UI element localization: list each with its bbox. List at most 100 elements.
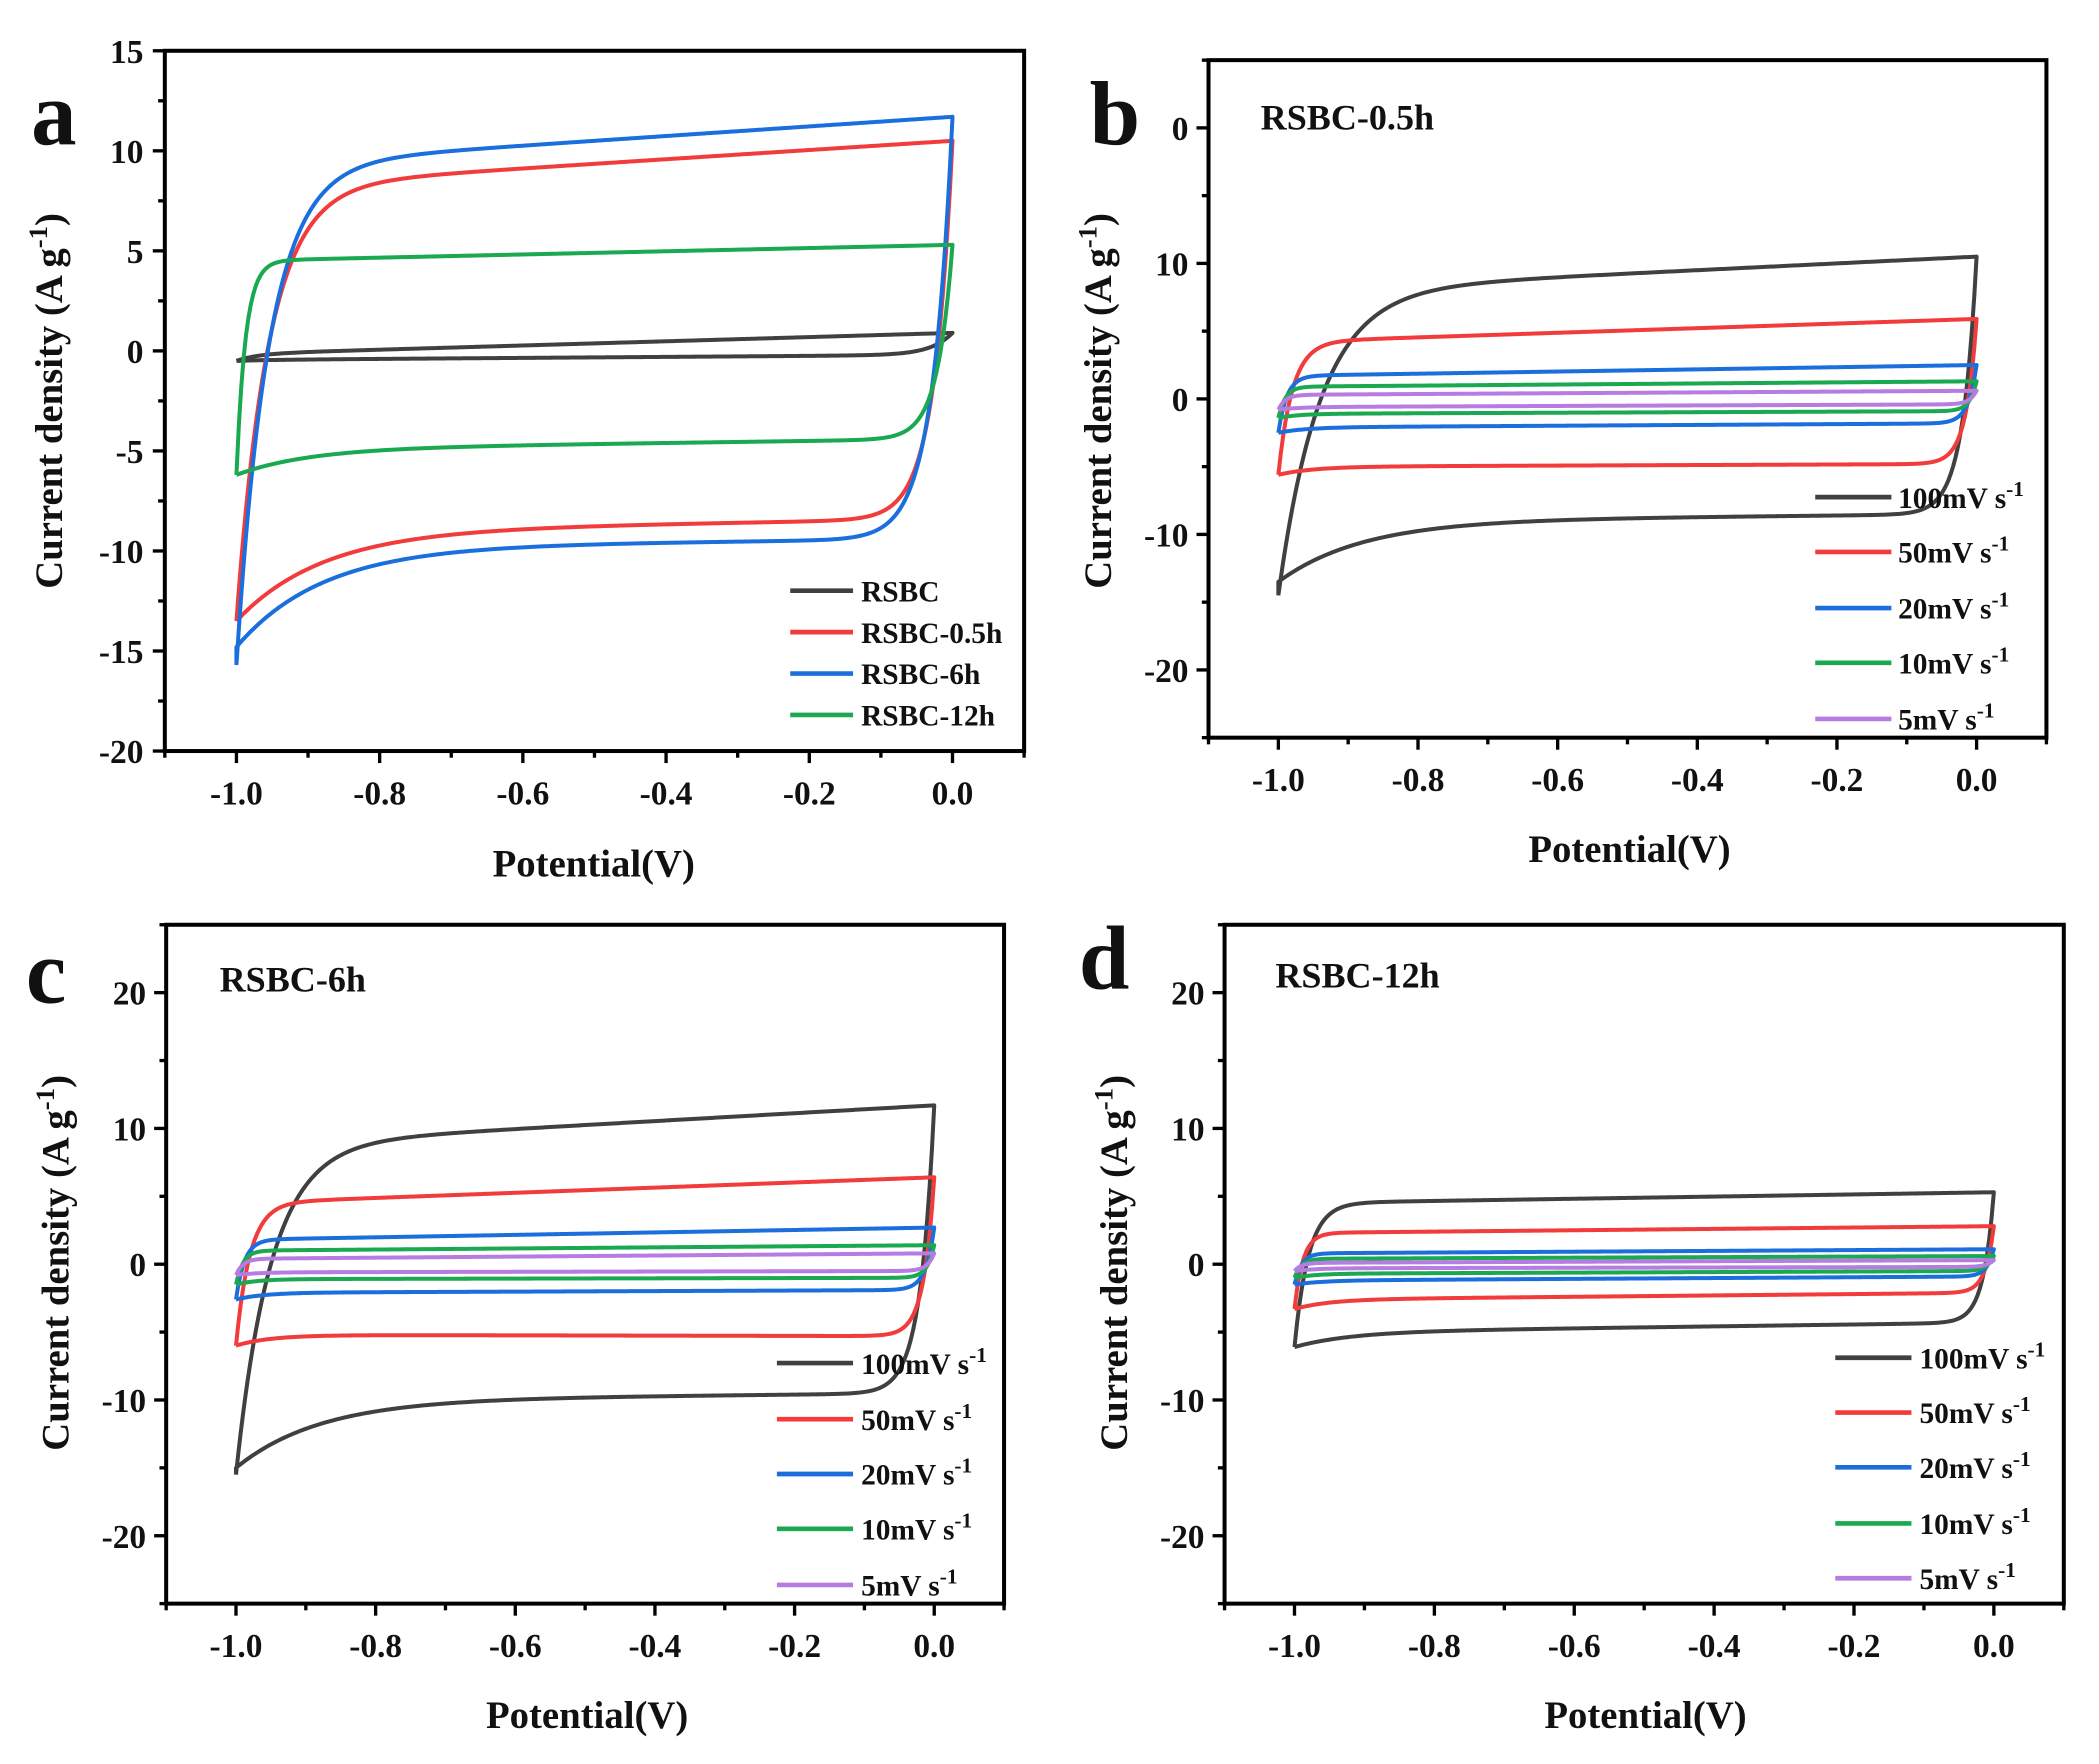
cv-curve-4 xyxy=(1292,1254,1996,1280)
legend-label-sup: -1 xyxy=(1977,699,1995,723)
x-tick-label: -0.2 xyxy=(783,775,836,812)
y-axis-label-text: Current density (A g xyxy=(35,1110,78,1451)
x-tick-label: -0.6 xyxy=(1531,762,1584,799)
x-tick-label: 0.0 xyxy=(1973,1628,2015,1665)
legend-label-text: 20mV s xyxy=(1919,1453,2012,1485)
legend-label: 100mV s-1 xyxy=(1898,477,2024,515)
legend-label: 50mV s-1 xyxy=(861,1399,972,1437)
x-tick-label: -1.0 xyxy=(1268,1628,1321,1665)
y-tick-label: 0 xyxy=(1188,1247,1205,1284)
panel-title: RSBC-0.5h xyxy=(1261,98,1434,138)
panel-letter: c xyxy=(26,921,66,1022)
y-axis-label-close: ) xyxy=(35,1075,78,1088)
legend-label-text: 10mV s xyxy=(1919,1509,2012,1541)
legend-label-text: 50mV s xyxy=(861,1405,954,1437)
cv-curve-4 xyxy=(234,242,955,477)
legend-label-text: 5mV s xyxy=(1919,1564,1998,1596)
legend-label-text: 5mV s xyxy=(861,1571,940,1603)
legend-label-text: RSBC-12h xyxy=(861,701,995,733)
cv-curve-1 xyxy=(233,1103,937,1475)
legend-label: 10mV s-1 xyxy=(861,1508,972,1546)
cv-curve-5 xyxy=(1293,1258,1996,1273)
x-tick-label: -0.2 xyxy=(768,1628,821,1665)
x-tick-label: 0.0 xyxy=(1956,762,1998,799)
legend-label-sup: -1 xyxy=(954,1399,972,1423)
x-tick-label: 0.0 xyxy=(913,1628,955,1665)
y-axis-label-text: Current density (A g xyxy=(1093,1110,1136,1451)
y-tick-label: 20 xyxy=(1171,976,1204,1013)
y-axis-label: Current density (A g-1) xyxy=(1072,213,1120,589)
cv-curve-2 xyxy=(233,1175,937,1348)
cv-curve-4 xyxy=(234,1243,937,1287)
y-axis-label-text: Current density (A g xyxy=(1077,248,1120,589)
panel-c: -20 -10 0 10 20 -1.0 -0.8 -0.6 -0.4 -0.2 0.0 Potent… xyxy=(26,921,1007,1737)
panel-letter: b xyxy=(1090,63,1141,164)
cv-curve-2 xyxy=(1276,316,1979,477)
y-axis-label-sup: -1 xyxy=(30,1088,60,1110)
cv-curve-3 xyxy=(234,114,955,666)
x-axis-label: Potential(V) xyxy=(486,1694,688,1737)
x-axis-label: Potential(V) xyxy=(1528,828,1730,871)
plot-frame xyxy=(1206,58,2049,740)
legend-label: 5mV s-1 xyxy=(1919,1558,2015,1596)
y-tick-label: -10 xyxy=(102,1383,147,1420)
y-tick-label: 0 xyxy=(129,1247,146,1284)
y-tick-label: -20 xyxy=(1160,1519,1205,1556)
y-tick-label: -10 xyxy=(1160,1383,1205,1420)
legend-label-text: 100mV s xyxy=(1919,1343,2027,1375)
y-tick-label: -5 xyxy=(116,434,144,471)
legend-label: 10mV s-1 xyxy=(1919,1503,2030,1541)
cv-curve-3 xyxy=(1276,363,1979,435)
y-tick-label: 0 xyxy=(1172,111,1189,148)
cv-curve-1 xyxy=(235,330,955,363)
cv-curve-2 xyxy=(1292,1224,1996,1311)
legend-label-text: 5mV s xyxy=(1898,705,1977,737)
x-tick-label: -0.2 xyxy=(1811,762,1864,799)
legend-label-sup: -1 xyxy=(940,1565,958,1589)
x-tick-label: -0.6 xyxy=(489,1628,542,1665)
y-tick-label: -20 xyxy=(102,1519,147,1556)
x-tick-label: -0.6 xyxy=(496,775,549,812)
y-tick-label: 0 xyxy=(127,334,144,371)
legend-label-text: 20mV s xyxy=(1898,594,1991,626)
legend-label: RSBC-12h xyxy=(861,701,995,733)
legend-label-sup: -1 xyxy=(954,1508,972,1532)
legend-label-text: 10mV s xyxy=(861,1514,954,1546)
legend-label-text: RSBC-0.5h xyxy=(861,618,1002,650)
legend-label-text: 100mV s xyxy=(861,1349,969,1381)
x-tick-label: -0.8 xyxy=(1408,1628,1461,1665)
y-axis-label-close: ) xyxy=(1093,1075,1136,1088)
cv-curve-5 xyxy=(234,1251,937,1278)
y-tick-label: -10 xyxy=(1144,517,1189,554)
y-axis-label-close: ) xyxy=(28,213,71,226)
legend-label-sup: -1 xyxy=(1991,532,2009,556)
y-axis-label-close: ) xyxy=(1077,213,1120,226)
plot-frame xyxy=(164,922,1007,1606)
y-axis-label: Current density (A g-1) xyxy=(30,1075,78,1451)
y-tick-label: 10 xyxy=(113,1111,146,1148)
legend-label: 100mV s-1 xyxy=(861,1343,987,1381)
x-tick-label: -1.0 xyxy=(1252,762,1305,799)
legend-label-sup: -1 xyxy=(1991,642,2009,666)
legend-label: RSBC-0.5h xyxy=(861,618,1002,650)
y-tick-label: -15 xyxy=(99,634,144,671)
legend-label-sup: -1 xyxy=(2006,477,2024,501)
legend-label-sup: -1 xyxy=(2028,1337,2046,1361)
x-tick-label: -0.4 xyxy=(1671,762,1724,799)
legend-label: 100mV s-1 xyxy=(1919,1337,2045,1375)
legend-label-text: 10mV s xyxy=(1898,649,1991,681)
legend-label-sup: -1 xyxy=(2013,1503,2031,1527)
legend-label-sup: -1 xyxy=(2013,1392,2031,1416)
y-tick-label: -20 xyxy=(1144,653,1189,690)
legend-label-text: 100mV s xyxy=(1898,483,2006,515)
y-tick-label: 5 xyxy=(127,234,144,271)
legend-label: 20mV s-1 xyxy=(861,1454,972,1492)
cv-curve-3 xyxy=(1292,1247,1996,1287)
x-tick-label: -0.8 xyxy=(1392,762,1445,799)
y-axis-label-sup: -1 xyxy=(1088,1088,1118,1110)
legend-label: 5mV s-1 xyxy=(861,1565,957,1603)
y-tick-label: 0 xyxy=(1172,382,1189,419)
legend-label-sup: -1 xyxy=(1991,588,2009,612)
x-axis-label: Potential(V) xyxy=(493,843,695,886)
